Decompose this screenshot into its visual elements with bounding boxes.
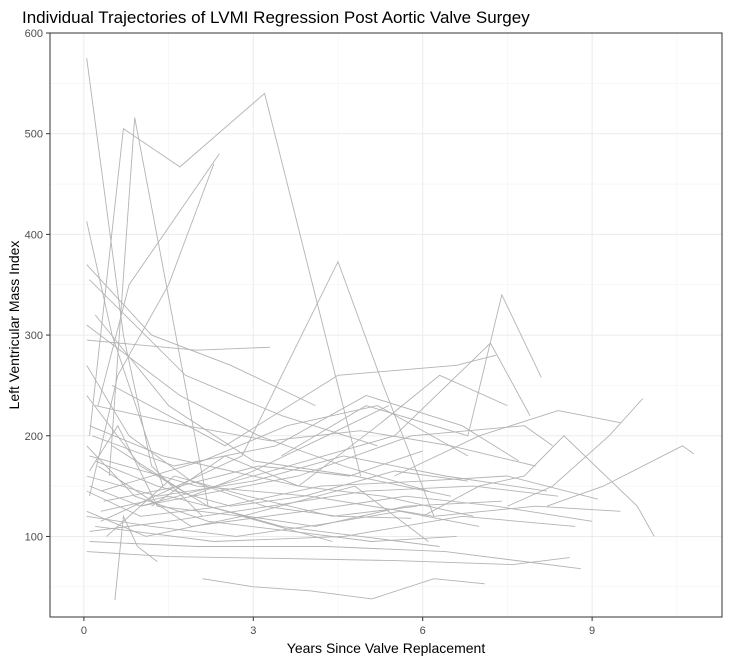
trajectory-line bbox=[114, 514, 158, 600]
trajectory-line bbox=[100, 495, 502, 527]
trajectory-line bbox=[106, 475, 418, 537]
y-tick-label: 400 bbox=[25, 229, 43, 241]
trajectories bbox=[86, 58, 695, 600]
trajectory-line bbox=[89, 455, 621, 517]
trajectory-line bbox=[86, 445, 457, 542]
trajectory-line bbox=[422, 435, 655, 537]
trajectory-line bbox=[95, 515, 576, 542]
trajectory-line bbox=[89, 425, 474, 517]
x-axis-title: Years Since Valve Replacement bbox=[287, 640, 486, 656]
trajectory-line bbox=[89, 163, 215, 497]
y-tick-label: 600 bbox=[25, 28, 43, 40]
trajectory-line bbox=[103, 450, 423, 502]
trajectory-line bbox=[86, 365, 412, 519]
x-tick-label: 0 bbox=[81, 625, 87, 637]
x-tick-label: 9 bbox=[589, 625, 595, 637]
y-tick-label: 300 bbox=[25, 330, 43, 342]
plot-panel bbox=[49, 32, 723, 618]
trajectory-line bbox=[100, 405, 469, 492]
trajectory-line bbox=[100, 260, 435, 522]
y-axis: 100 200 300 400 500 600 bbox=[25, 28, 50, 543]
trajectory-line bbox=[95, 460, 468, 507]
trajectory-line bbox=[507, 398, 644, 507]
trajectory-line bbox=[86, 264, 316, 407]
trajectory-line bbox=[111, 405, 389, 497]
trajectory-line bbox=[202, 578, 485, 600]
trajectory-line bbox=[97, 465, 593, 527]
y-tick-label: 200 bbox=[25, 431, 43, 443]
trajectory-line bbox=[89, 424, 333, 542]
trajectory-line bbox=[89, 541, 581, 570]
trajectory-line bbox=[89, 485, 559, 532]
grid bbox=[50, 32, 722, 617]
x-axis: 0 3 6 9 bbox=[81, 617, 595, 637]
trajectory-line bbox=[86, 475, 598, 517]
trajectory-line bbox=[95, 405, 536, 467]
trajectory-line bbox=[394, 410, 621, 477]
y-tick-label: 500 bbox=[25, 129, 43, 141]
trajectory-line bbox=[97, 153, 220, 406]
trajectory-line bbox=[86, 324, 429, 492]
trajectory-line bbox=[92, 395, 519, 467]
trajectory-line bbox=[546, 445, 695, 507]
y-axis-title: Left Ventricular Mass Index bbox=[6, 241, 22, 410]
trajectory-line bbox=[86, 551, 570, 566]
trajectory-line bbox=[281, 293, 542, 457]
trajectory-line bbox=[89, 279, 378, 447]
trajectory-line bbox=[151, 374, 508, 507]
chart-title: Individual Trajectories of LVMI Regressi… bbox=[22, 8, 530, 27]
x-tick-label: 3 bbox=[250, 625, 256, 637]
x-tick-label: 6 bbox=[420, 625, 426, 637]
plot-border bbox=[49, 32, 723, 618]
trajectory-line bbox=[86, 339, 271, 351]
trajectory-line bbox=[89, 92, 362, 477]
y-tick-label: 100 bbox=[25, 531, 43, 543]
